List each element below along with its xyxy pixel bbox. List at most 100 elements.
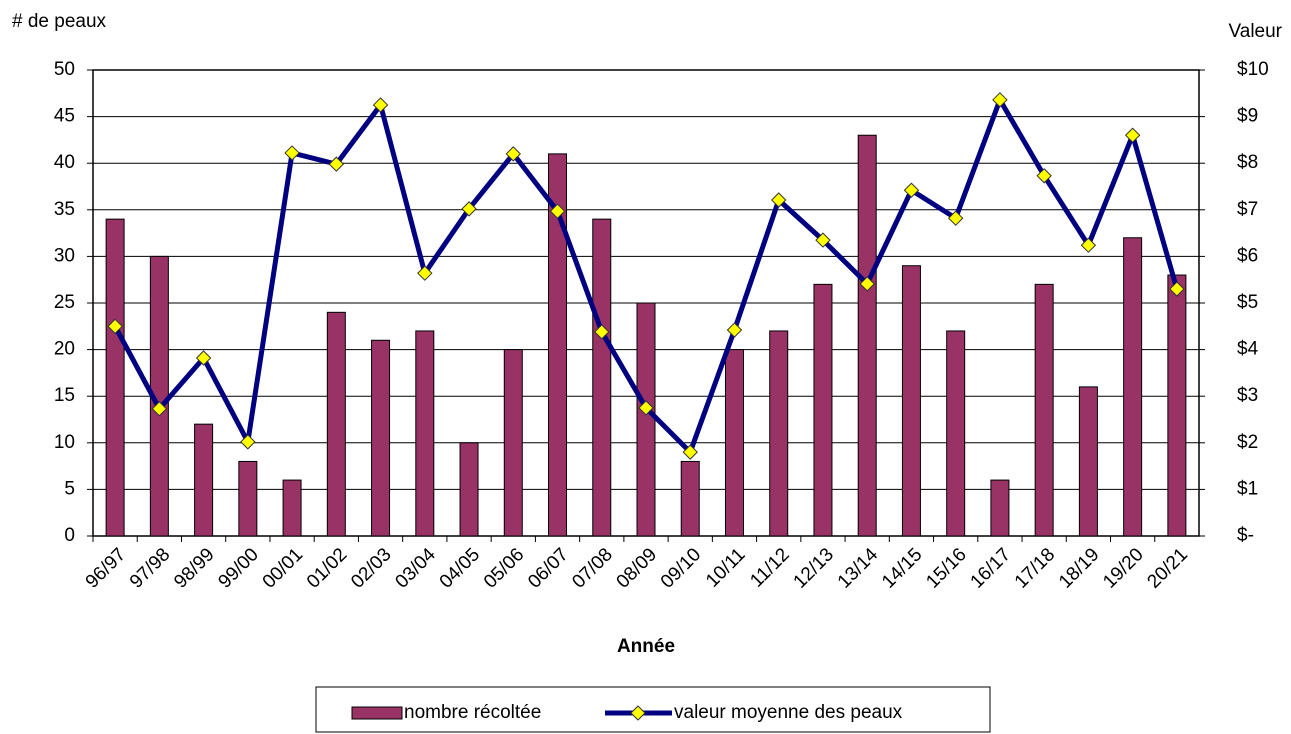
bar [238,460,258,537]
y-tick-label: 10 [54,432,75,453]
y-tick-label: 30 [54,245,75,266]
bar [415,330,435,537]
y2-tick-label: $5 [1237,292,1258,313]
x-tick-label: 01/02 [303,544,351,592]
y2-axis-label: Valeur [1228,21,1282,42]
x-tick-label: 15/16 [922,544,970,592]
x-tick-label: 00/01 [259,544,307,592]
x-tick-label: 96/97 [82,544,130,592]
point-marker [195,350,212,366]
x-tick-label: 11/12 [746,544,793,591]
y-tick-label: 45 [54,106,75,127]
y-tick-label: 40 [54,152,75,173]
legend-swatch [351,706,403,720]
point-marker [947,210,964,226]
point-marker [726,322,743,338]
bar [548,153,568,537]
point-marker [594,324,610,340]
x-tick-label: 02/03 [347,544,395,592]
x-tick-label: 05/06 [480,544,528,592]
y2-tick-label: $8 [1237,152,1258,173]
bar [282,479,302,537]
bar [813,283,833,537]
x-tick-label: 14/15 [878,544,926,592]
x-tick-label: 17/18 [1011,544,1059,592]
legend-marker [630,705,646,721]
bar [857,134,877,537]
x-tick-label: 12/13 [790,544,838,592]
x-tick-label: 13/14 [834,544,883,593]
y2-tick-label: $- [1237,525,1254,546]
x-tick-label: 18/19 [1055,544,1103,592]
bar [769,330,789,537]
legend-label: nombre récoltée [404,702,541,723]
bar [105,218,125,537]
bar [326,311,346,537]
y2-tick-label: $9 [1237,106,1258,127]
point-marker [284,145,300,161]
x-tick-label: 07/08 [568,544,616,592]
bar [1078,386,1098,537]
y2-tick-label: $7 [1237,199,1258,220]
point-marker [638,400,654,416]
bar [1167,274,1187,537]
y2-tick-label: $1 [1237,478,1258,499]
y-axis-label: # de peaux [12,11,107,32]
x-tick-label: 10/11 [702,544,749,591]
bar [194,423,214,537]
bar [503,349,523,537]
point-marker [859,276,875,292]
point-marker [151,401,168,417]
bar [1034,283,1054,537]
point-marker [1169,281,1185,297]
y-tick-label: 15 [54,385,75,406]
x-axis-label: Année [617,636,675,657]
legend-label: valeur moyenne des peaux [674,702,903,723]
point-marker [992,92,1008,108]
x-tick-label: 04/05 [436,544,484,592]
bar [946,330,966,537]
point-marker [815,232,831,248]
y-tick-label: 25 [54,292,75,313]
y-tick-label: 50 [54,59,75,80]
y-tick-label: 20 [54,339,75,360]
y2-tick-label: $3 [1237,385,1258,406]
x-tick-label: 97/98 [126,544,174,592]
y-tick-label: 35 [54,199,75,220]
point-marker [1080,237,1097,253]
y2-tick-label: $2 [1237,432,1258,453]
bar [1123,237,1143,537]
y2-tick-label: $4 [1237,339,1259,360]
point-marker [505,146,521,162]
x-tick-label: 20/21 [1143,544,1191,592]
point-marker [1124,127,1141,143]
x-tick-label: 06/07 [524,544,572,592]
legend-box [315,686,991,733]
bar [724,349,744,537]
point-marker [328,156,345,172]
bar [371,339,391,537]
x-tick-label: 09/10 [657,544,705,592]
x-tick-label: 99/00 [214,544,262,592]
point-marker [240,434,256,450]
bar [680,460,700,537]
point-marker [1036,168,1052,184]
point-marker [107,318,123,335]
y2-tick-label: $6 [1237,245,1258,266]
point-marker [372,97,389,113]
x-tick-label: 08/09 [613,544,661,592]
x-tick-label: 19/20 [1099,544,1147,592]
point-marker [903,182,920,198]
point-marker [771,192,787,208]
x-tick-label: 16/17 [967,544,1015,592]
point-marker [549,203,566,219]
x-tick-label: 03/04 [391,544,440,593]
bar [901,265,921,537]
x-tick-label: 98/99 [170,544,218,592]
y-tick-label: 5 [64,478,75,499]
bar [990,479,1010,537]
point-marker [417,265,433,281]
bar [592,218,612,537]
